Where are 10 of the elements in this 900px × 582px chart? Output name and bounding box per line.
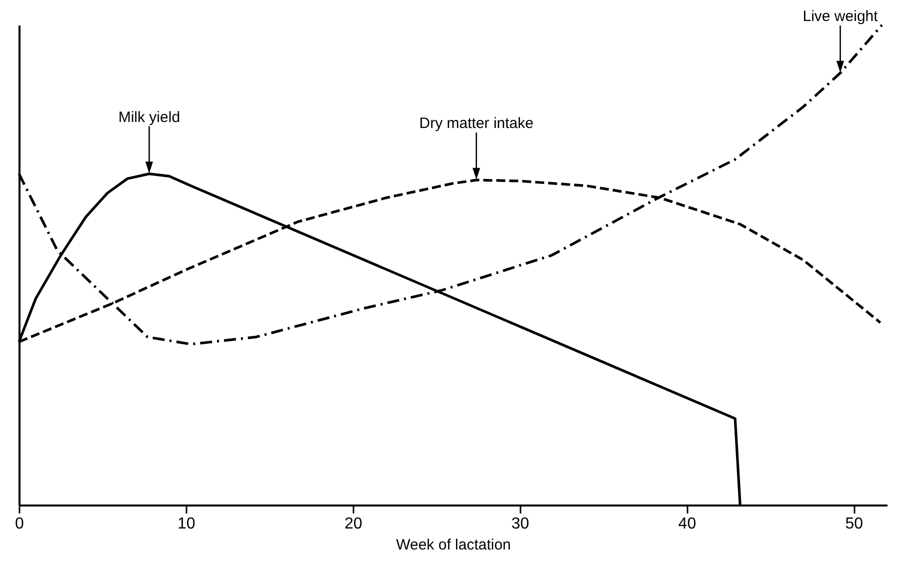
series-label: Live weight	[802, 8, 879, 25]
x-tick-label: 10	[178, 516, 196, 532]
x-tick-label: 50	[845, 516, 864, 532]
text: Dry matter intake	[419, 115, 534, 132]
x-tick-label: 20	[344, 516, 362, 532]
text: Milk yield	[118, 108, 180, 126]
x-tick-label: 30	[511, 516, 530, 532]
x-tick-label: 40	[678, 516, 696, 532]
x-axis-title: Week of lactation	[396, 536, 511, 554]
x-tick-label: 0	[15, 516, 24, 532]
